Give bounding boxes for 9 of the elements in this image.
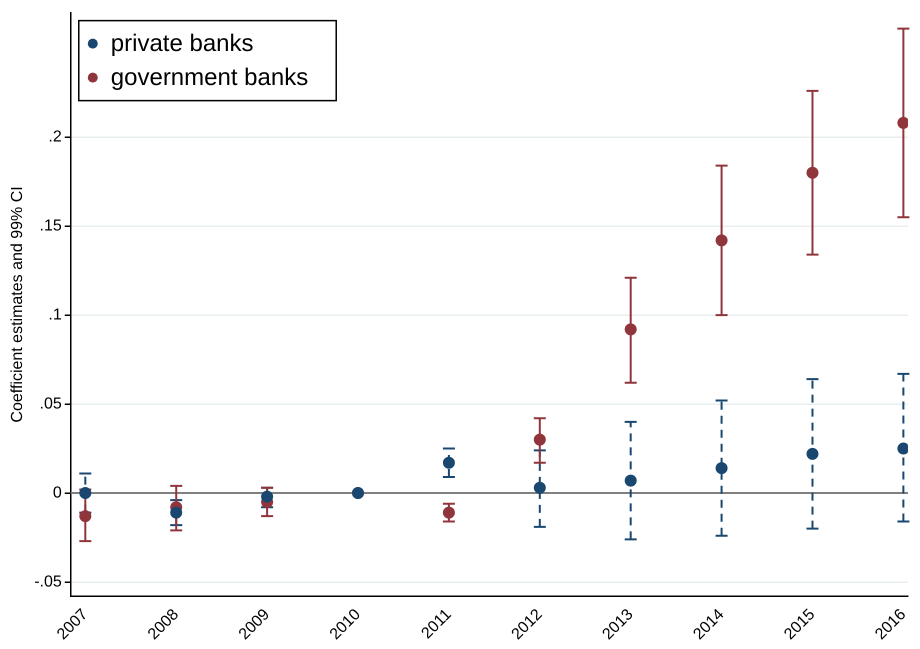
y-tick-label: 0: [52, 484, 62, 502]
y-tick-label: .1: [48, 306, 62, 324]
y-tick-label: .15: [40, 218, 62, 235]
y-axis-title: Coefficient estimates and 99% CI: [9, 186, 26, 423]
y-tick-label: .05: [40, 395, 62, 412]
legend-label: government banks: [110, 64, 308, 92]
legend-label: private banks: [110, 30, 254, 58]
y-tick-label: -.05: [34, 573, 62, 590]
y-tick-label: .2: [48, 128, 62, 146]
